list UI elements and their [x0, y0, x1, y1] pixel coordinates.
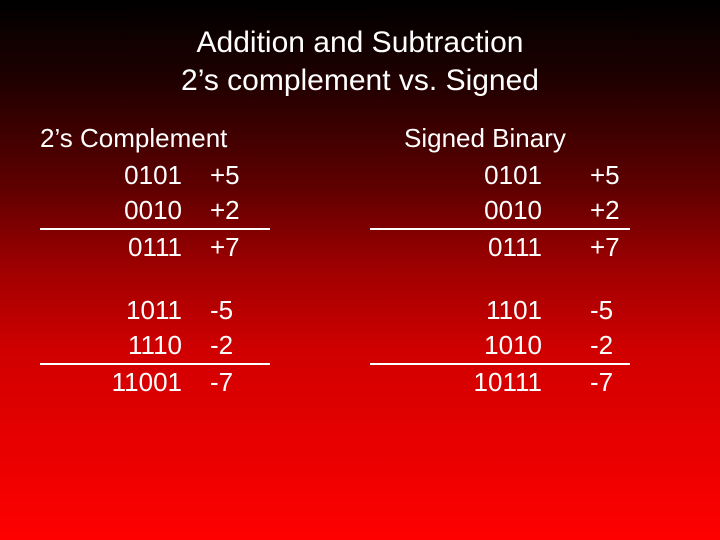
title-line-1: Addition and Subtraction: [197, 26, 524, 59]
table-row: 0010 +2: [370, 193, 680, 230]
binary-cell: 10111: [370, 365, 550, 400]
binary-cell: 0010: [370, 193, 550, 230]
table-row: 0101 +5: [40, 158, 350, 193]
table-row: 0111 +7: [40, 230, 350, 265]
table-row: 11001 -7: [40, 365, 350, 400]
binary-cell: 1011: [40, 293, 190, 328]
value-cell: -2: [190, 328, 270, 365]
table-row: 1110 -2: [40, 328, 350, 365]
value-cell: -5: [550, 293, 630, 328]
left-heading: 2’s Complement: [40, 123, 350, 154]
binary-cell: 0111: [40, 230, 190, 265]
binary-cell: 1110: [40, 328, 190, 365]
binary-cell: 1101: [370, 293, 550, 328]
binary-cell: 1010: [370, 328, 550, 365]
left-block-1: 0101 +5 0010 +2 0111 +7: [40, 158, 350, 265]
table-row: 0111 +7: [370, 230, 680, 265]
left-block-2: 1011 -5 1110 -2 11001 -7: [40, 293, 350, 400]
table-row: 1101 -5: [370, 293, 680, 328]
left-column: 2’s Complement 0101 +5 0010 +2 0111 +7 1…: [40, 123, 350, 429]
value-cell: +5: [190, 158, 270, 193]
binary-cell: 0101: [40, 158, 190, 193]
value-cell: +7: [550, 230, 630, 265]
title-line-2: 2’s complement vs. Signed: [181, 64, 539, 97]
table-row: 10111 -7: [370, 365, 680, 400]
binary-cell: 0111: [370, 230, 550, 265]
value-cell: +2: [550, 193, 630, 230]
value-cell: +7: [190, 230, 270, 265]
right-block-2: 1101 -5 1010 -2 10111 -7: [370, 293, 680, 400]
value-cell: +5: [550, 158, 630, 193]
right-heading: Signed Binary: [404, 123, 680, 154]
table-row: 0010 +2: [40, 193, 350, 230]
slide-title: Addition and Subtraction 2’s complement …: [0, 0, 720, 99]
value-cell: -5: [190, 293, 270, 328]
content-area: 2’s Complement 0101 +5 0010 +2 0111 +7 1…: [0, 99, 720, 429]
table-row: 0101 +5: [370, 158, 680, 193]
value-cell: +2: [190, 193, 270, 230]
table-row: 1010 -2: [370, 328, 680, 365]
binary-cell: 0101: [370, 158, 550, 193]
right-column: Signed Binary 0101 +5 0010 +2 0111 +7 11…: [370, 123, 680, 429]
value-cell: -2: [550, 328, 630, 365]
right-block-1: 0101 +5 0010 +2 0111 +7: [370, 158, 680, 265]
table-row: 1011 -5: [40, 293, 350, 328]
binary-cell: 11001: [40, 365, 190, 400]
value-cell: -7: [550, 365, 630, 400]
binary-cell: 0010: [40, 193, 190, 230]
value-cell: -7: [190, 365, 270, 400]
slide: Addition and Subtraction 2’s complement …: [0, 0, 720, 540]
